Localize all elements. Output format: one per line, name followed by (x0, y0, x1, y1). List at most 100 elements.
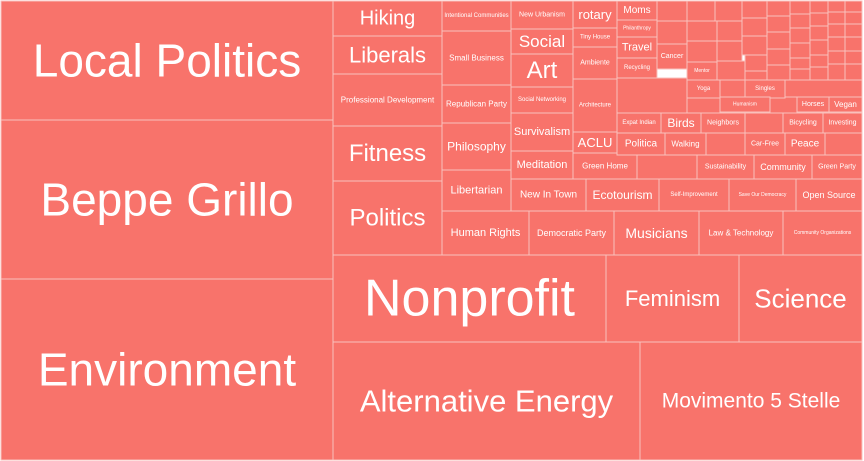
treemap-label-singles: Singles (755, 86, 775, 92)
treemap-label-cancer: Cancer (661, 53, 684, 60)
treemap-tile-environment (0, 278, 334, 461)
treemap-filler-tile (616, 77, 688, 114)
treemap-filler-tile (827, 36, 846, 52)
treemap-filler-tile (686, 20, 718, 42)
treemap-label-nonprofit: Nonprofit (364, 270, 576, 328)
treemap-tile-social (510, 28, 574, 55)
treemap-label-tiny-house: Tiny House (580, 35, 611, 41)
treemap-tile-art (510, 53, 574, 88)
treemap-filler-tile (741, 35, 768, 56)
treemap-filler-tile (766, 48, 791, 66)
treemap-tile-feminism (605, 254, 740, 343)
treemap-tile-human-rights (441, 210, 530, 256)
treemap-tile-law-and-technology (698, 210, 784, 256)
treemap-filler-tile (705, 132, 746, 156)
treemap-filler-tile (741, 17, 768, 37)
treemap-filler-tile (656, 0, 688, 22)
treemap-label-small-business: Small Business (449, 54, 504, 63)
treemap-filler-tile (719, 79, 746, 98)
treemap-label-neighbors: Neighbors (707, 120, 739, 127)
treemap-label-hiking: Hiking (360, 8, 416, 30)
treemap-label-birds: Birds (667, 116, 694, 130)
treemap-filler-tile (789, 13, 811, 29)
treemap-filler-tile (656, 20, 688, 45)
treemap-label-meditation: Meditation (517, 159, 568, 171)
treemap-filler-tile (766, 31, 791, 50)
treemap-filler-tile (844, 50, 863, 65)
treemap-label-bicycling: Bicycling (789, 120, 817, 127)
treemap-label-republican-party: Republican Party (446, 100, 507, 109)
treemap-tile-ecotourism (585, 178, 660, 212)
treemap-label-fitness: Fitness (349, 140, 426, 167)
treemap-filler-tile (744, 70, 768, 81)
treemap-label-alternative-energy: Alternative Energy (360, 384, 614, 419)
treemap-label-aclu: ACLU (578, 135, 613, 150)
treemap-label-local-politics: Local Politics (33, 35, 301, 87)
treemap-tile-vegan (828, 96, 863, 113)
treemap-filler-tile (809, 66, 829, 81)
treemap-tile-neighbors (700, 112, 746, 134)
treemap-labels: Local Politics Beppe Grillo Environment Non… (33, 5, 857, 419)
treemap-label-politics: Politics (349, 205, 425, 232)
treemap-filler-tile (744, 112, 784, 134)
treemap-filler-tile (827, 50, 846, 65)
treemap-label-democratic-party: Democratic Party (537, 228, 607, 238)
treemap-label-new-urbanism: New Urbanism (519, 12, 565, 19)
treemap-filler-tile (784, 79, 863, 98)
treemap-label-science: Science (754, 284, 847, 314)
treemap-label-philosophy: Philosophy (447, 140, 506, 154)
treemap-label-expat-indian: Expat Indian (622, 120, 655, 126)
treemap-tile-save-our-democracy (728, 178, 797, 212)
treemap-tile-alternative-energy (332, 341, 641, 461)
treemap-filler-tile (716, 20, 743, 42)
treemap-label-philanthropy: Philanthropy (623, 26, 651, 32)
treemap-label-law-and-technology: Law & Technology (709, 229, 774, 238)
treemap-label-self-improvement: Self-Improvement (670, 192, 718, 198)
treemap-filler-tile (844, 23, 863, 38)
treemap-filler-tile (769, 96, 798, 114)
treemap-label-new-in-town: New In Town (520, 190, 577, 201)
treemap-label-liberals: Liberals (349, 43, 426, 68)
treemap-label-environment: Environment (38, 344, 296, 396)
treemap-tile-self-improvement (658, 178, 730, 212)
treemap-label-yoga: Yoga (697, 86, 711, 92)
treemap-filler-tile (844, 36, 863, 52)
treemap-filler-tile (686, 0, 716, 22)
treemap-tile-new-in-town (510, 178, 587, 212)
treemap-tile-yoga (686, 79, 721, 99)
treemap-filler-tile (827, 11, 846, 25)
treemap-label-investing: Investing (828, 120, 856, 127)
treemap-tile-humanism (719, 96, 771, 113)
treemap-filler-tile (766, 0, 791, 17)
treemap-tile-sustainability (696, 154, 755, 180)
treemap-filler-tile (827, 0, 846, 13)
treemap-tile-professional-development (332, 73, 443, 127)
treemap-label-ecotourism: Ecotourism (592, 188, 652, 202)
treemap-label-car-free: Car-Free (751, 141, 779, 148)
treemap-filler-tile (789, 57, 811, 70)
treemap-label-art: Art (527, 57, 558, 84)
treemap-label-social-networking: Social Networking (518, 97, 566, 103)
treemap-tile-democratic-party (528, 210, 615, 256)
treemap-label-horses: Horses (802, 101, 825, 108)
treemap-label-green-home: Green Home (582, 162, 628, 171)
treemap-filler-tile (809, 0, 829, 14)
treemap-filler-tile (789, 27, 811, 44)
treemap-tile-green-home (572, 152, 638, 180)
treemap-label-politica: Politica (625, 139, 658, 150)
treemap-label-beppe-grillo: Beppe Grillo (40, 174, 293, 226)
treemap-label-movimento-5-stelle: Movimento 5 Stelle (662, 390, 841, 413)
treemap-label-survivalism: Survivalism (514, 126, 570, 138)
treemap-tile-fitness (332, 125, 443, 182)
treemap-filler-tile (686, 40, 718, 63)
treemap-tile-philosophy (441, 122, 512, 171)
treemap-tile-walking (664, 132, 707, 156)
treemap-label-rotary: rotary (578, 7, 612, 22)
treemap-label-travel: Travel (622, 42, 652, 54)
treemap-label-feminism: Feminism (625, 286, 720, 311)
treemap-tile-beppe-grillo (0, 119, 334, 280)
treemap-label-community: Community (760, 162, 806, 172)
treemap-label-professional-development: Professional Development (341, 96, 435, 105)
treemap-tile-open-source (795, 178, 863, 212)
